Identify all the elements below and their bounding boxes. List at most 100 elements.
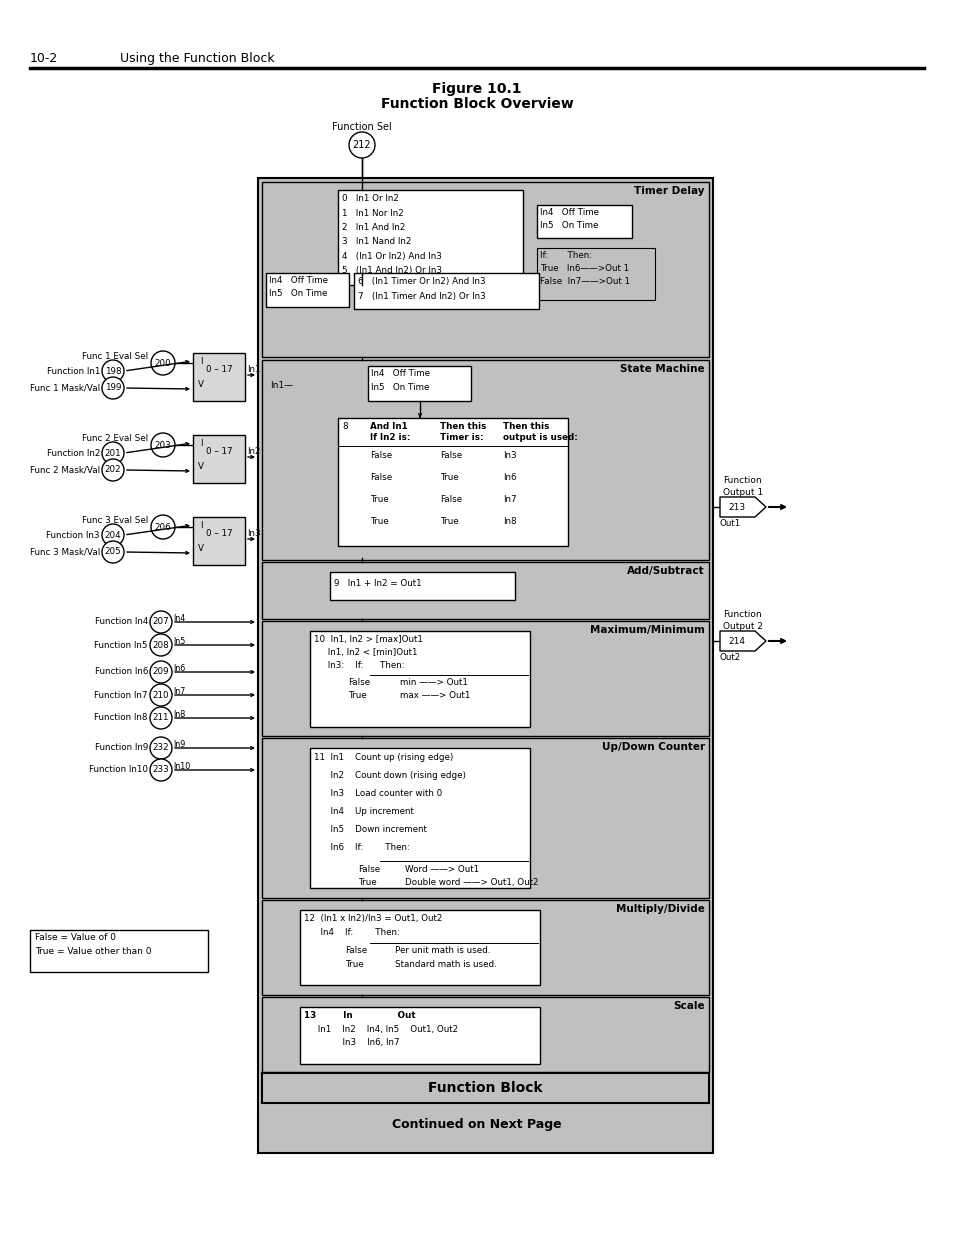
Text: True   In6——>Out 1: True In6——>Out 1 — [539, 264, 628, 273]
Bar — [368, 366, 471, 401]
Text: 198: 198 — [105, 367, 121, 375]
Text: In1: In1 — [247, 366, 260, 374]
Bar — [262, 359, 708, 559]
Text: In4   Off Time: In4 Off Time — [269, 275, 328, 285]
Text: Add/Subtract: Add/Subtract — [627, 566, 704, 576]
Text: 233: 233 — [152, 766, 170, 774]
Text: In2: In2 — [247, 447, 260, 456]
Text: False: False — [370, 473, 392, 482]
Text: In4   Off Time: In4 Off Time — [539, 207, 598, 217]
Text: Function In2: Function In2 — [47, 448, 100, 457]
Circle shape — [349, 132, 375, 158]
Text: In5   On Time: In5 On Time — [269, 289, 327, 298]
Text: 212: 212 — [353, 140, 371, 149]
Bar — [262, 562, 708, 619]
Bar — [330, 572, 515, 600]
Text: In5   On Time: In5 On Time — [539, 221, 598, 230]
Bar — [30, 930, 208, 972]
Bar — [262, 182, 708, 357]
Text: In6: In6 — [502, 473, 516, 482]
Text: Function In3: Function In3 — [47, 531, 100, 540]
Text: Figure 10.1: Figure 10.1 — [432, 82, 521, 96]
Text: 6   (In1 Timer Or In2) And In3: 6 (In1 Timer Or In2) And In3 — [357, 277, 485, 287]
Text: False = Value of 0: False = Value of 0 — [35, 932, 116, 942]
Text: In2    Count down (rising edge): In2 Count down (rising edge) — [314, 771, 465, 781]
Text: Function Block Overview: Function Block Overview — [380, 98, 573, 111]
Text: Func 3 Eval Sel: Func 3 Eval Sel — [82, 516, 148, 525]
Text: 12  (In1 x In2)/In3 = Out1, Out2: 12 (In1 x In2)/In3 = Out1, Out2 — [304, 914, 442, 923]
Text: 10-2: 10-2 — [30, 52, 58, 65]
Text: 203: 203 — [154, 441, 172, 450]
Text: Up/Down Counter: Up/Down Counter — [601, 742, 704, 752]
Text: State Machine: State Machine — [619, 364, 704, 374]
Text: 0   In1 Or In2: 0 In1 Or In2 — [341, 194, 398, 203]
Bar — [262, 739, 708, 898]
Text: In4: In4 — [172, 614, 185, 622]
Text: In10: In10 — [172, 762, 190, 771]
Text: I: I — [199, 438, 202, 448]
Text: Scale: Scale — [673, 1002, 704, 1011]
Text: Standard math is used.: Standard math is used. — [395, 960, 497, 969]
Text: Out2: Out2 — [720, 653, 740, 662]
Text: Function Block: Function Block — [428, 1081, 542, 1095]
Text: Per unit math is used.: Per unit math is used. — [395, 946, 490, 955]
Bar — [337, 417, 567, 546]
Text: Continued on Next Page: Continued on Next Page — [392, 1118, 561, 1131]
Text: Function In9: Function In9 — [94, 743, 148, 752]
Text: 232: 232 — [152, 743, 169, 752]
Bar — [354, 273, 538, 309]
Text: In1    In2    In4, In5    Out1, Out2: In1 In2 In4, In5 Out1, Out2 — [304, 1025, 457, 1034]
Polygon shape — [720, 496, 765, 517]
Circle shape — [150, 706, 172, 729]
Text: Out1: Out1 — [720, 519, 740, 529]
Bar — [262, 621, 708, 736]
Text: 213: 213 — [728, 503, 745, 511]
Text: output is used:: output is used: — [502, 433, 578, 442]
Text: Func 3 Mask/Val: Func 3 Mask/Val — [30, 547, 100, 557]
Text: 10  In1, In2 > [max]Out1: 10 In1, In2 > [max]Out1 — [314, 635, 422, 643]
Text: True: True — [357, 878, 376, 887]
Text: If:       Then:: If: Then: — [539, 251, 592, 261]
Bar — [310, 631, 530, 727]
Text: 206: 206 — [154, 522, 172, 531]
Text: True: True — [345, 960, 363, 969]
Text: Word ——> Out1: Word ——> Out1 — [405, 864, 478, 874]
Text: False: False — [370, 451, 392, 459]
Text: 200: 200 — [154, 358, 172, 368]
Text: 13         In               Out: 13 In Out — [304, 1011, 416, 1020]
Bar — [262, 900, 708, 995]
Text: I: I — [199, 357, 202, 366]
Text: In3: In3 — [502, 451, 517, 459]
Text: In7: In7 — [172, 687, 185, 697]
Bar — [266, 273, 349, 308]
Text: Func 2 Eval Sel: Func 2 Eval Sel — [82, 433, 148, 443]
Circle shape — [102, 442, 124, 464]
Text: False: False — [348, 678, 370, 687]
Text: 209: 209 — [152, 667, 169, 677]
Text: Function In4: Function In4 — [94, 618, 148, 626]
Text: In6: In6 — [172, 664, 185, 673]
Text: 1   In1 Nor In2: 1 In1 Nor In2 — [341, 209, 403, 217]
Text: True: True — [439, 517, 458, 526]
Text: V: V — [198, 543, 204, 553]
Text: In1—: In1— — [270, 380, 293, 389]
Text: If In2 is:: If In2 is: — [370, 433, 410, 442]
Text: 11  In1    Count up (rising edge): 11 In1 Count up (rising edge) — [314, 753, 453, 762]
Text: False: False — [357, 864, 379, 874]
Text: 4   (In1 Or In2) And In3: 4 (In1 Or In2) And In3 — [341, 252, 441, 261]
Text: Using the Function Block: Using the Function Block — [120, 52, 274, 65]
Text: 214: 214 — [728, 636, 744, 646]
Text: 3   In1 Nand In2: 3 In1 Nand In2 — [341, 237, 411, 247]
Text: True = Value other than 0: True = Value other than 0 — [35, 947, 152, 956]
Text: In3:    If:      Then:: In3: If: Then: — [314, 661, 404, 671]
Text: Func 2 Mask/Val: Func 2 Mask/Val — [30, 466, 100, 474]
Text: 210: 210 — [152, 690, 169, 699]
Text: True: True — [370, 517, 388, 526]
Text: Func 1 Mask/Val: Func 1 Mask/Val — [30, 384, 100, 393]
Text: False: False — [439, 451, 461, 459]
Text: False  In7——>Out 1: False In7——>Out 1 — [539, 277, 629, 287]
Circle shape — [150, 684, 172, 706]
Text: In6    If:        Then:: In6 If: Then: — [314, 844, 410, 852]
Bar — [310, 748, 530, 888]
Text: Function In5: Function In5 — [94, 641, 148, 650]
